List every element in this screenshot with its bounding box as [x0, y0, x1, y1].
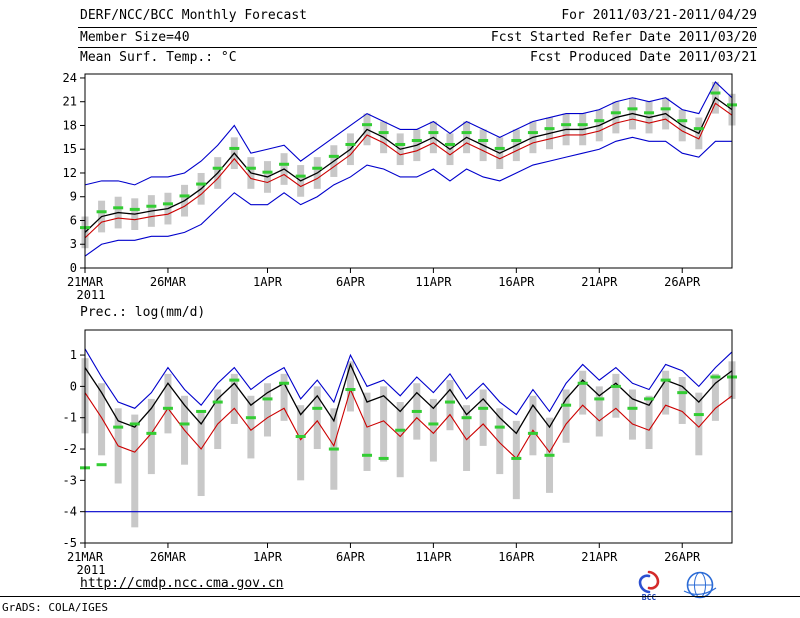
svg-text:-4: -4	[63, 505, 77, 519]
svg-text:18: 18	[63, 118, 77, 132]
svg-text:11APR: 11APR	[415, 275, 452, 289]
svg-text:21MAR: 21MAR	[67, 275, 104, 289]
svg-text:1APR: 1APR	[253, 275, 283, 289]
svg-text:9: 9	[70, 190, 77, 204]
svg-text:11APR: 11APR	[415, 550, 452, 564]
grads-credit: GrADS: COLA/IGES	[2, 601, 108, 614]
bcc-logo-caption: BCC	[641, 593, 657, 602]
bcc-logo: BCC	[636, 570, 662, 602]
svg-text:0: 0	[70, 379, 77, 393]
svg-text:24: 24	[63, 71, 77, 85]
fcst-start-date-label: Fcst Started Refer Date 2011/03/20	[490, 30, 757, 45]
bcc-swirl-icon	[638, 570, 660, 594]
svg-text:0: 0	[70, 261, 77, 275]
header-divider-1	[78, 27, 757, 28]
forecast-range-label: For 2011/03/21-2011/04/29	[561, 8, 757, 23]
page-title: DERF/NCC/BCC Monthly Forecast	[80, 8, 307, 23]
logo-group: BCC	[636, 570, 720, 602]
header-divider-2	[78, 47, 757, 48]
svg-text:-5: -5	[63, 536, 77, 550]
svg-text:-1: -1	[63, 411, 77, 425]
svg-text:21APR: 21APR	[581, 550, 618, 564]
svg-text:26APR: 26APR	[664, 275, 701, 289]
svg-text:26MAR: 26MAR	[150, 275, 187, 289]
svg-text:26APR: 26APR	[664, 550, 701, 564]
ncc-globe-icon	[683, 571, 717, 599]
svg-text:6APR: 6APR	[336, 550, 366, 564]
svg-text:26MAR: 26MAR	[150, 550, 187, 564]
svg-text:6: 6	[70, 213, 77, 227]
footer-divider	[0, 596, 800, 597]
svg-text:21MAR: 21MAR	[67, 550, 104, 564]
svg-text:3: 3	[70, 237, 77, 251]
svg-text:21APR: 21APR	[581, 275, 618, 289]
member-size-label: Member Size=40	[80, 30, 190, 45]
svg-text:1: 1	[70, 348, 77, 362]
svg-text:1APR: 1APR	[253, 550, 283, 564]
prec-panel-label: Prec.: log(mm/d)	[80, 305, 206, 320]
fcst-produced-label: Fcst Produced Date 2011/03/21	[530, 50, 757, 65]
temp-panel-label: Mean Surf. Temp.: °C	[80, 50, 237, 65]
svg-text:2011: 2011	[77, 563, 106, 577]
website-link[interactable]: http://cmdp.ncc.cma.gov.cn	[80, 576, 284, 591]
svg-text:16APR: 16APR	[498, 275, 535, 289]
svg-text:16APR: 16APR	[498, 550, 535, 564]
svg-text:-3: -3	[63, 473, 77, 487]
svg-text:15: 15	[63, 142, 77, 156]
svg-text:-2: -2	[63, 442, 77, 456]
svg-text:12: 12	[63, 166, 77, 180]
svg-text:21: 21	[63, 95, 77, 109]
svg-text:6APR: 6APR	[336, 275, 366, 289]
svg-text:2011: 2011	[77, 288, 106, 302]
